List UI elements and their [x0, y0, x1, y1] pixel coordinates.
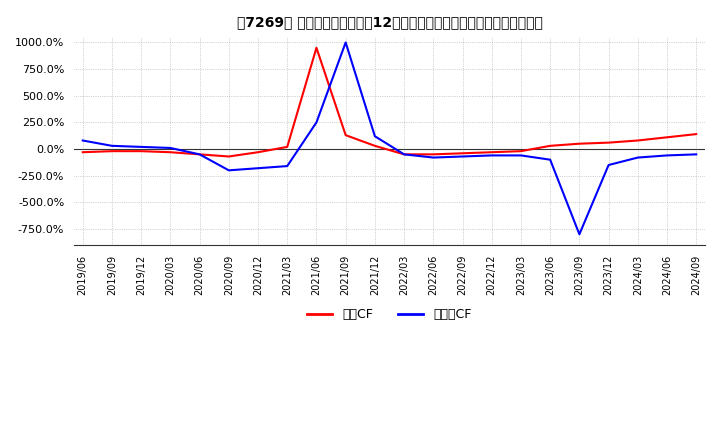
営業CF: [166, 150, 175, 155]
フリーCF: [312, 120, 321, 125]
Title: 【7269】 キャッシュフローの12か月移動合計の対前年同期増減率の推移: 【7269】 キャッシュフローの12か月移動合計の対前年同期増減率の推移: [237, 15, 542, 29]
フリーCF: [137, 144, 145, 150]
フリーCF: [634, 155, 642, 160]
フリーCF: [253, 165, 262, 171]
営業CF: [546, 143, 554, 148]
フリーCF: [195, 152, 204, 157]
営業CF: [312, 45, 321, 51]
フリーCF: [225, 168, 233, 173]
営業CF: [283, 144, 292, 150]
営業CF: [371, 143, 379, 148]
営業CF: [225, 154, 233, 159]
営業CF: [634, 138, 642, 143]
フリーCF: [692, 152, 701, 157]
営業CF: [107, 149, 116, 154]
フリーCF: [662, 153, 671, 158]
フリーCF: [604, 162, 613, 168]
営業CF: [78, 150, 87, 155]
フリーCF: [371, 134, 379, 139]
Legend: 営業CF, フリーCF: 営業CF, フリーCF: [302, 303, 477, 326]
営業CF: [400, 152, 408, 157]
営業CF: [517, 149, 526, 154]
営業CF: [341, 132, 350, 138]
フリーCF: [400, 152, 408, 157]
フリーCF: [166, 145, 175, 150]
営業CF: [429, 152, 438, 157]
Line: フリーCF: フリーCF: [83, 42, 696, 234]
営業CF: [458, 150, 467, 156]
営業CF: [692, 132, 701, 137]
フリーCF: [458, 154, 467, 159]
フリーCF: [78, 138, 87, 143]
営業CF: [662, 135, 671, 140]
フリーCF: [487, 153, 496, 158]
営業CF: [487, 150, 496, 155]
フリーCF: [107, 143, 116, 148]
営業CF: [195, 152, 204, 157]
Line: 営業CF: 営業CF: [83, 48, 696, 157]
フリーCF: [575, 231, 584, 237]
営業CF: [604, 140, 613, 145]
フリーCF: [283, 163, 292, 169]
フリーCF: [429, 155, 438, 160]
営業CF: [575, 141, 584, 147]
営業CF: [137, 149, 145, 154]
フリーCF: [517, 153, 526, 158]
フリーCF: [341, 40, 350, 45]
フリーCF: [546, 157, 554, 162]
営業CF: [253, 150, 262, 155]
